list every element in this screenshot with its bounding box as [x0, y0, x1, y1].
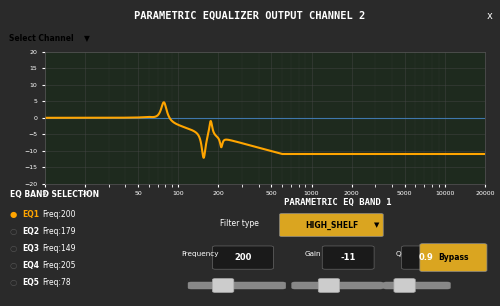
FancyBboxPatch shape [188, 282, 286, 289]
Text: ●: ● [10, 210, 17, 219]
FancyBboxPatch shape [420, 244, 487, 271]
FancyBboxPatch shape [318, 278, 340, 293]
FancyBboxPatch shape [384, 282, 450, 289]
Text: Freq:205: Freq:205 [42, 261, 76, 270]
Text: Freq:200: Freq:200 [42, 210, 76, 219]
Text: EQ2: EQ2 [22, 227, 40, 236]
FancyBboxPatch shape [212, 278, 234, 293]
FancyBboxPatch shape [280, 213, 384, 237]
FancyBboxPatch shape [212, 246, 274, 269]
Text: Gain: Gain [305, 251, 322, 257]
Text: EQ BAND SELECTION: EQ BAND SELECTION [10, 190, 99, 199]
Text: -11: -11 [340, 253, 356, 262]
Text: ▼: ▼ [374, 222, 380, 228]
FancyBboxPatch shape [322, 246, 374, 269]
Text: ○: ○ [10, 261, 17, 270]
Text: EQ1: EQ1 [22, 210, 40, 219]
Text: PARAMETRIC EQUALIZER OUTPUT CHANNEL 2: PARAMETRIC EQUALIZER OUTPUT CHANNEL 2 [134, 11, 366, 21]
Text: Frequency: Frequency [182, 251, 219, 257]
Text: 200: 200 [234, 253, 252, 262]
Text: ○: ○ [10, 244, 17, 253]
Text: EQ5: EQ5 [22, 278, 40, 287]
Text: Freq:78: Freq:78 [42, 278, 71, 287]
Text: ▼: ▼ [84, 34, 89, 43]
Text: Freq:149: Freq:149 [42, 244, 76, 253]
FancyBboxPatch shape [394, 278, 415, 293]
FancyBboxPatch shape [292, 282, 384, 289]
Text: 0.9: 0.9 [418, 253, 434, 262]
Text: Filter type: Filter type [220, 219, 260, 228]
Text: PARAMETRIC EQ BAND 1: PARAMETRIC EQ BAND 1 [284, 198, 391, 207]
Text: EQ3: EQ3 [22, 244, 40, 253]
Text: x: x [486, 11, 492, 21]
Text: ○: ○ [10, 278, 17, 287]
Text: Bypass: Bypass [438, 253, 468, 262]
Text: Freq:179: Freq:179 [42, 227, 76, 236]
Text: HIGH_SHELF: HIGH_SHELF [305, 220, 358, 230]
Text: ○: ○ [10, 227, 17, 236]
Text: EQ4: EQ4 [22, 261, 40, 270]
Text: Select Channel: Select Channel [9, 34, 74, 43]
Text: Q: Q [396, 251, 402, 257]
FancyBboxPatch shape [402, 246, 450, 269]
